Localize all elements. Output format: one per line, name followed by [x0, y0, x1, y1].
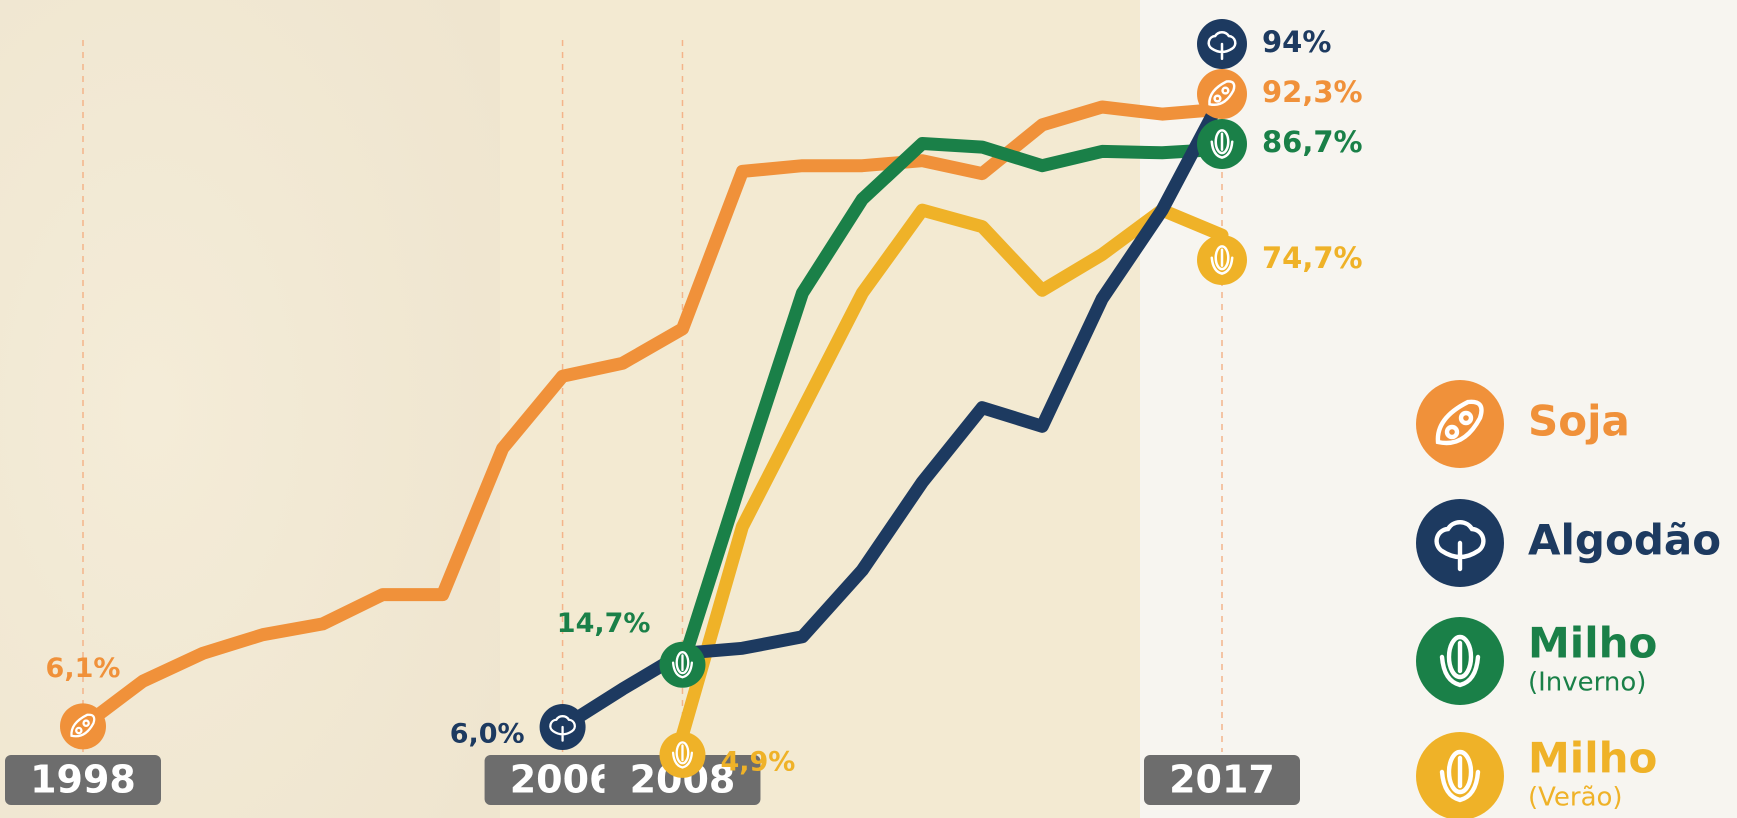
legend-label: Milho [1528, 619, 1657, 668]
line [76, 100, 1229, 733]
marker-icon [539, 704, 586, 751]
legend-note: (Inverno) [1528, 668, 1646, 698]
x-tick-box [5, 755, 161, 805]
icon-corn [1214, 129, 1230, 155]
marker-icon [60, 703, 106, 750]
icon-seed [1458, 410, 1474, 426]
legend-label: Soja [1528, 397, 1630, 446]
marker-icon [659, 731, 706, 778]
data-label: 6,0% [450, 719, 525, 750]
marker-icon [1416, 617, 1504, 705]
x-tick-box [604, 755, 761, 805]
icon-cotton [549, 715, 576, 742]
data-label: 6,1% [46, 653, 121, 684]
icon-seed [75, 726, 83, 735]
icon-seed [1221, 86, 1230, 95]
x-tick-box [484, 755, 641, 805]
marker-icon [1416, 499, 1504, 587]
icon-soy [1208, 80, 1236, 107]
marker-icon [1416, 732, 1504, 818]
legend-note: (Verão) [1528, 783, 1623, 813]
icon-husk [671, 654, 694, 679]
marker-icon [1197, 69, 1247, 119]
background-soy [0, 0, 500, 818]
data-label: 94% [1262, 25, 1331, 59]
marker-icon [1197, 19, 1247, 69]
data-label: 92,3% [1262, 75, 1363, 109]
icon-soy [70, 713, 96, 738]
icon-cotton [1434, 520, 1486, 572]
data-label: 74,7% [1262, 241, 1363, 275]
icon-husk [1210, 132, 1234, 159]
marker [1197, 69, 1247, 119]
icon-corn [1446, 749, 1474, 795]
icon-seed [1444, 424, 1460, 440]
marker-icon [1197, 119, 1247, 169]
icon-corn [675, 651, 690, 675]
x-tick-label: 1998 [30, 758, 136, 802]
marker-icon [1416, 380, 1504, 468]
icon-corn [675, 741, 690, 765]
line [676, 203, 1229, 742]
marker [60, 703, 106, 750]
icon-husk [1439, 640, 1481, 688]
marker-icon [659, 641, 706, 688]
icon-cotton [1207, 31, 1237, 61]
icon-seed [1213, 94, 1222, 103]
legend-label: Milho [1528, 734, 1657, 783]
data-label: 14,7% [557, 608, 651, 639]
icon-husk [1210, 248, 1234, 275]
x-tick-box [1144, 755, 1300, 805]
data-label: 4,9% [720, 746, 795, 777]
data-label: 86,7% [1262, 125, 1363, 159]
icon-corn [1446, 634, 1474, 680]
marker [1416, 380, 1504, 468]
icon-seed [82, 719, 90, 727]
x-tick-label: 2017 [1169, 758, 1275, 802]
icon-husk [1439, 755, 1481, 803]
icon-soy [1435, 399, 1484, 446]
line [676, 137, 1229, 672]
legend-label: Algodão [1528, 516, 1721, 565]
icon-corn [1214, 245, 1230, 271]
marker-icon [1197, 235, 1247, 285]
icon-husk [671, 744, 694, 769]
x-tick-label: 2006 [510, 758, 616, 802]
